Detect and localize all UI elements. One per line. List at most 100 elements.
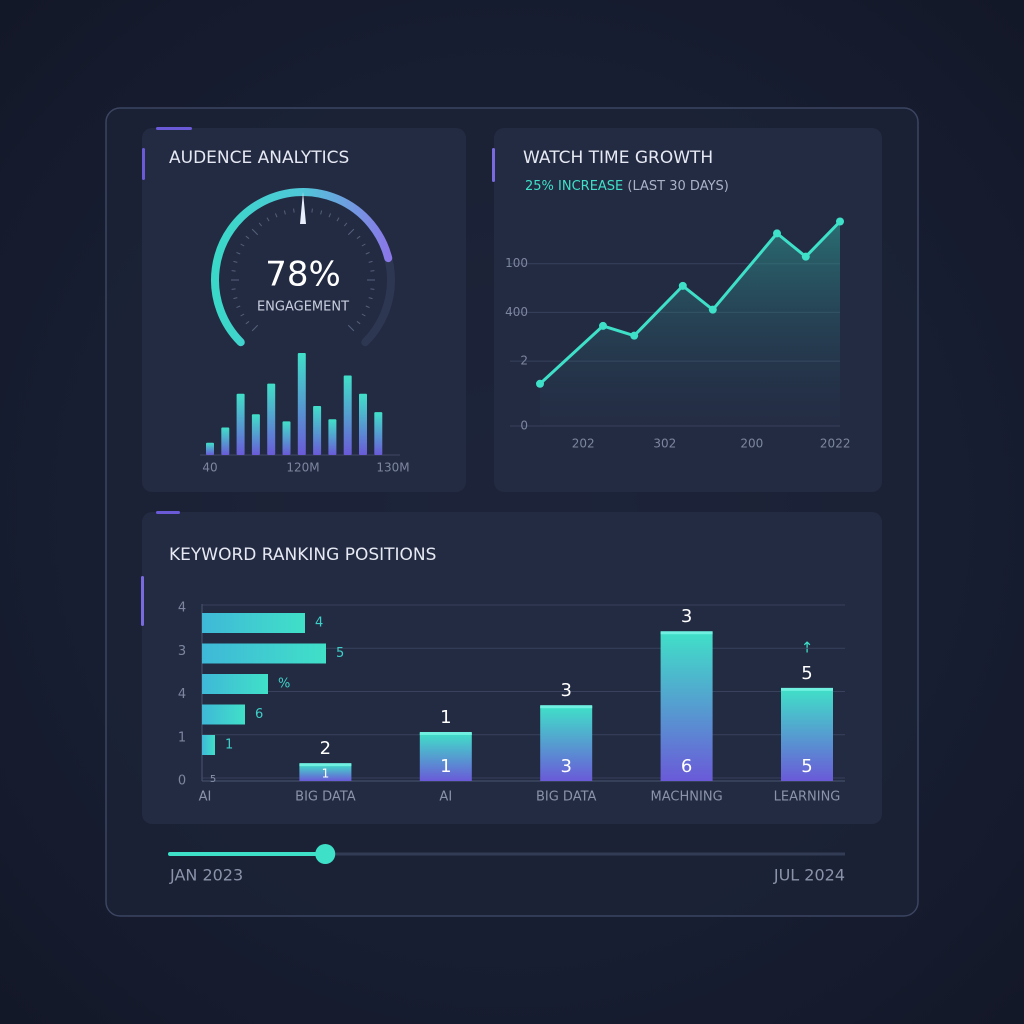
bar-cap (660, 631, 713, 635)
bar (343, 375, 352, 455)
slider-start: JAN 2023 (169, 866, 243, 885)
bar-cap (419, 731, 472, 735)
hbar-label: 6 (255, 707, 263, 722)
x-tick-label: AI (199, 790, 212, 805)
gauge-tick (231, 270, 236, 272)
bar-inner-label: 6 (681, 756, 692, 777)
bar (374, 412, 383, 455)
gauge-tick (368, 297, 373, 300)
bar-inner-label: 1 (322, 767, 330, 781)
gauge-tick (361, 313, 366, 317)
accent (156, 127, 192, 130)
bar-inner-label: 3 (560, 756, 571, 777)
gauge-tick (365, 251, 370, 255)
bar (328, 419, 337, 455)
bar-top-label: 1 (440, 707, 451, 728)
x-tick-label: 302 (653, 437, 676, 451)
point (678, 281, 687, 290)
hbar (202, 674, 268, 694)
gauge-tick (283, 210, 286, 215)
bar (419, 732, 472, 781)
x-tick-label: 202 (572, 437, 595, 451)
hbar-label: 4 (315, 616, 323, 631)
gauge-tick (240, 243, 245, 247)
point (773, 229, 781, 238)
gauge-tick (266, 217, 270, 222)
bar (236, 393, 245, 455)
gauge-tick (347, 324, 355, 332)
point (836, 217, 844, 226)
y-tick-label: 2 (520, 354, 528, 368)
gauge-tick (361, 243, 366, 247)
axis-label: 130M (376, 461, 409, 475)
bar (299, 764, 352, 781)
slider-end: JUL 2024 (773, 866, 845, 885)
panel-title: WATCH TIME GROWTH (523, 148, 713, 168)
gauge-tick (274, 213, 278, 218)
x-tick-label: 200 (740, 437, 763, 451)
gauge-tick (343, 222, 348, 227)
gauge-tick (347, 228, 355, 236)
bar (781, 688, 833, 781)
gauge-tick (368, 260, 373, 263)
gauge-caption: ENGAGEMENT (257, 300, 349, 315)
gauge-tick (233, 297, 238, 300)
bar (282, 421, 291, 455)
bar (660, 632, 713, 781)
accent (141, 576, 144, 626)
highlight: 25% INCREASE (525, 179, 623, 194)
hbar-label: 1 (225, 738, 233, 753)
accent (142, 148, 145, 180)
y-tick-label: 0 (178, 774, 186, 789)
bar (206, 442, 214, 455)
gauge-tick (336, 217, 340, 222)
bar-top-label: 2 (320, 738, 331, 759)
point (599, 321, 607, 330)
y-tick-label: 400 (505, 305, 528, 319)
panel-title: AUDENCE ANALYTICS (169, 148, 349, 168)
point (708, 305, 717, 314)
point (801, 252, 810, 261)
arrow-icon: ↑ (801, 639, 814, 657)
panel (142, 128, 466, 492)
gauge-tick (251, 228, 259, 236)
hbar-label: 5 (336, 646, 344, 661)
gauge-tick (251, 324, 259, 332)
gauge-tick (258, 222, 263, 227)
hbar (202, 613, 305, 633)
gauge-tick (293, 208, 295, 213)
accent (492, 148, 495, 182)
x-tick-label: 2022 (820, 437, 851, 451)
bar (313, 406, 322, 455)
gauge-value: 78% (265, 255, 341, 295)
subtitle-text: (LAST 30 DAYS) (627, 179, 728, 194)
gauge-tick (245, 235, 250, 240)
x-tick-label: BIG DATA (295, 790, 356, 805)
y-tick-label: 4 (178, 687, 186, 702)
bar-top-label: 3 (560, 680, 571, 701)
gauge-tick (245, 320, 250, 325)
gauge-tick (236, 305, 241, 309)
area (540, 221, 840, 426)
hbar (202, 704, 245, 725)
x-tick-label: LEARNING (774, 790, 841, 805)
x-tick-label: MACHNING (651, 790, 723, 805)
gauge-tick (311, 208, 313, 213)
subtitle: 25% INCREASE (LAST 30 DAYS) (525, 179, 729, 194)
corner-label: 5 (210, 774, 216, 785)
x-tick-label: BIG DATA (536, 790, 597, 805)
bar (267, 383, 276, 455)
y-tick-label: 4 (178, 601, 186, 616)
slider-handle[interactable] (315, 844, 336, 864)
bar (297, 353, 306, 455)
accent (156, 511, 180, 514)
gauge-tick (365, 305, 370, 309)
y-tick-label: 0 (520, 419, 528, 433)
gauge-tick (236, 251, 241, 255)
bar (540, 706, 593, 781)
gauge-tick (328, 213, 332, 218)
gauge-tick (231, 288, 236, 290)
bar (221, 427, 230, 455)
point (630, 331, 639, 340)
